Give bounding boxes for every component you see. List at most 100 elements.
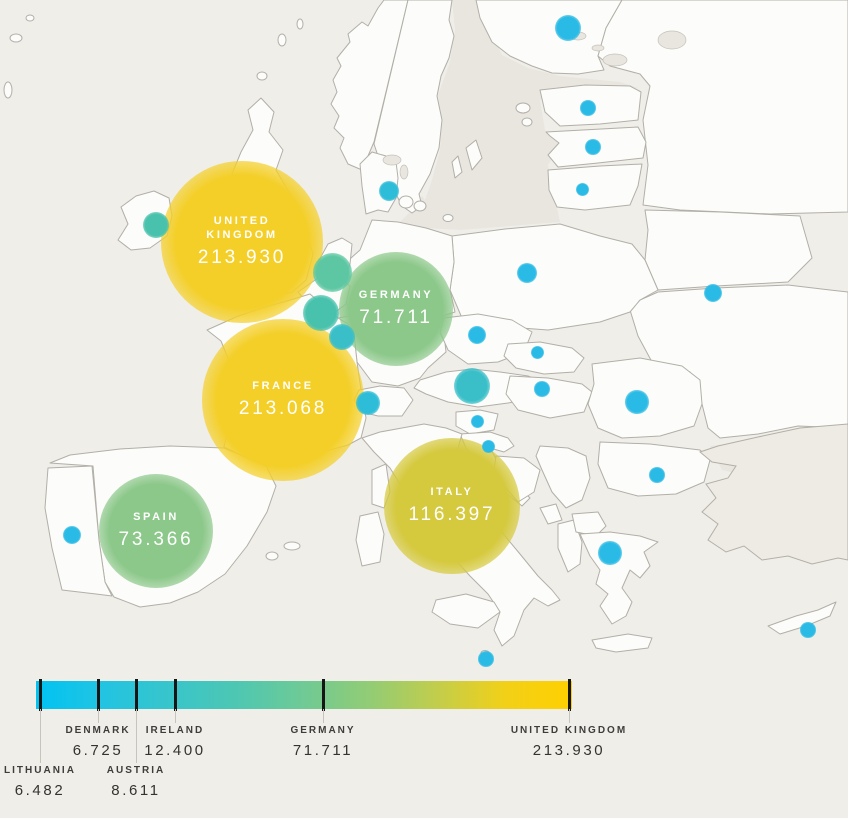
island-faroe xyxy=(25,14,35,22)
island-saaremaa xyxy=(515,102,531,114)
island-outer-hebrides xyxy=(3,81,13,99)
country-shape-belarus xyxy=(644,209,813,291)
country-shape-lithuania xyxy=(547,163,643,211)
country-shape-cyprus xyxy=(767,601,837,635)
bubble-value: 73.366 xyxy=(118,528,194,550)
bubble-country-name: GERMANY xyxy=(358,289,434,302)
bubble-italy[interactable]: ITALY 116.397 xyxy=(384,438,520,574)
island-gotland xyxy=(465,139,483,171)
bubble-portugal[interactable] xyxy=(62,525,82,545)
bubble-label-united-kingdom: UNITED KINGDOM 213.930 xyxy=(161,161,322,322)
legend-gradient-bar xyxy=(36,681,572,709)
legend-country-name: LITHUANIA xyxy=(4,765,76,776)
bubble-latvia[interactable] xyxy=(585,139,601,155)
legend-label-lithuania: LITHUANIA 6.482 xyxy=(0,765,150,799)
bubble-netherlands[interactable] xyxy=(312,252,352,292)
legend-label-ireland: IRELAND 12.400 xyxy=(65,725,285,759)
island-shetland xyxy=(277,33,287,47)
island-funen xyxy=(398,195,414,209)
bubble-greece[interactable] xyxy=(598,541,622,565)
island-mallorca xyxy=(283,541,301,551)
bubble-spain[interactable]: SPAIN 73.366 xyxy=(98,473,214,589)
bubble-luxembourg[interactable] xyxy=(329,324,355,350)
bubble-czechia[interactable] xyxy=(467,325,487,345)
legend-country-name: DENMARK xyxy=(65,725,131,736)
bubble-germany[interactable]: GERMANY 71.711 xyxy=(338,251,454,367)
bubble-value: 71.711 xyxy=(359,306,433,328)
bubble-united-kingdom[interactable]: UNITED KINGDOM 213.930 xyxy=(161,161,323,323)
legend-tick-germany xyxy=(321,679,325,711)
bubble-bulgaria[interactable] xyxy=(649,467,665,483)
bubble-slovakia[interactable] xyxy=(530,345,544,359)
bubble-ukraine[interactable] xyxy=(703,283,723,303)
island-crete xyxy=(591,633,653,653)
legend-country-value: 6.725 xyxy=(72,742,124,759)
island-ibiza xyxy=(265,551,279,561)
country-shape-slovakia xyxy=(503,341,585,375)
bubble-slovenia[interactable] xyxy=(470,414,484,428)
lake-vanern xyxy=(382,154,402,166)
lake-vattern xyxy=(399,164,409,180)
bubble-label-spain: SPAIN 73.366 xyxy=(99,474,213,588)
island-hebrides xyxy=(9,33,23,43)
bubble-label-germany: GERMANY 71.711 xyxy=(339,252,453,366)
legend-tick-united-kingdom xyxy=(567,679,571,711)
island-orkney xyxy=(256,71,268,81)
legend-label-germany: GERMANY 71.711 xyxy=(213,725,433,759)
legend-country-name: IRELAND xyxy=(145,725,205,736)
bubble-croatia[interactable] xyxy=(481,439,495,453)
bubble-value: 116.397 xyxy=(408,503,496,525)
bubble-country-name: SPAIN xyxy=(133,511,179,524)
bubble-lithuania[interactable] xyxy=(575,182,589,196)
country-shape-hungary xyxy=(505,375,593,419)
legend-tick-ireland xyxy=(173,679,177,711)
legend-country-name: GERMANY xyxy=(290,725,356,736)
bubble-finland[interactable] xyxy=(555,15,581,41)
legend-country-value: 12.400 xyxy=(144,742,206,759)
bubble-country-name: ITALY xyxy=(430,486,474,499)
country-shape-norway xyxy=(330,0,409,171)
island-hiiumaa xyxy=(521,117,533,127)
country-shape-serbia xyxy=(535,445,591,509)
bubble-estonia[interactable] xyxy=(580,100,596,116)
bubble-value: 213.930 xyxy=(197,246,287,268)
lake-peipus xyxy=(602,53,628,67)
bubble-country-name: UNITED KINGDOM xyxy=(206,215,278,241)
country-shape-poland xyxy=(449,223,659,331)
legend-country-name: UNITED KINGDOM xyxy=(510,725,628,736)
island-bornholm xyxy=(442,214,454,222)
bubble-label-italy: ITALY 116.397 xyxy=(384,438,519,573)
bubble-romania[interactable] xyxy=(625,390,649,414)
legend-country-value: 6.482 xyxy=(14,782,66,799)
legend-leader-line-austria xyxy=(135,709,137,763)
legend-label-austria: AUSTRIA 8.611 xyxy=(26,765,246,799)
bubble-switzerland[interactable] xyxy=(356,391,380,415)
bubble-poland[interactable] xyxy=(516,262,538,284)
legend-tick-lithuania xyxy=(38,679,42,711)
bubble-label-france: FRANCE 213.068 xyxy=(202,319,363,480)
bubble-country-name: FRANCE xyxy=(252,380,314,393)
legend-label-united-kingdom: UNITED KINGDOM 213.930 xyxy=(459,725,679,759)
legend-leader-line-lithuania xyxy=(39,709,41,763)
legend-country-name: AUSTRIA xyxy=(106,765,166,776)
lake-saimaa xyxy=(591,44,605,52)
island-sardinia xyxy=(355,511,385,567)
country-shape-turkey xyxy=(698,423,848,565)
bubble-denmark[interactable] xyxy=(378,180,400,202)
legend-label-denmark: DENMARK 6.725 xyxy=(0,725,208,759)
island-sicily xyxy=(431,593,501,629)
bubble-belgium[interactable] xyxy=(302,294,340,332)
country-shape-montenegro xyxy=(539,503,563,525)
bubble-ireland[interactable] xyxy=(143,212,169,238)
bubble-hungary[interactable] xyxy=(534,381,550,397)
island-shetland-north xyxy=(296,18,304,30)
bubble-cyprus[interactable] xyxy=(800,622,816,638)
legend-leader-line-united-kingdom xyxy=(568,709,570,723)
island-oland xyxy=(451,155,463,179)
bubble-austria[interactable] xyxy=(453,367,491,405)
legend-tick-denmark xyxy=(96,679,100,711)
bubble-value: 213.068 xyxy=(238,397,328,419)
bubble-malta[interactable] xyxy=(478,651,494,667)
